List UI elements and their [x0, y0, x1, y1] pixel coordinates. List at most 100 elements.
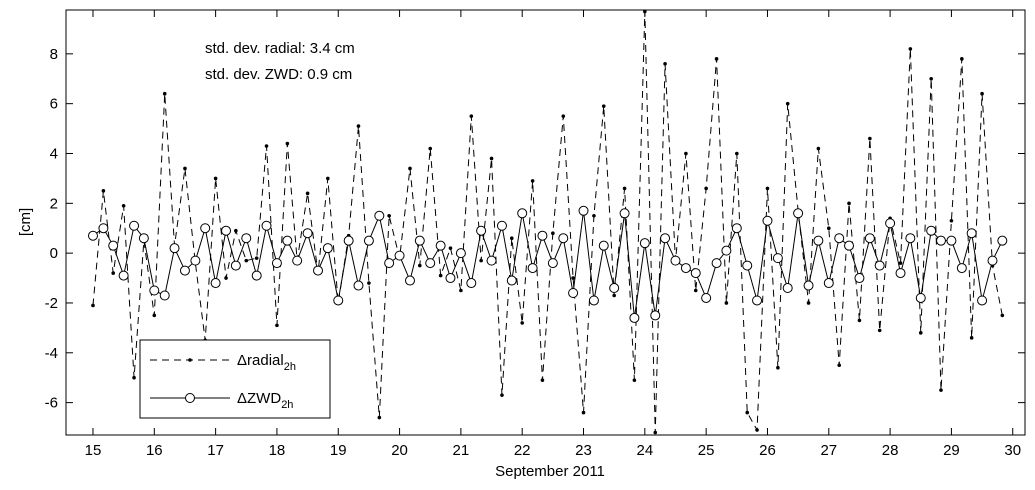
point [213, 176, 218, 181]
point [404, 275, 415, 286]
point [578, 205, 589, 216]
data-layer [87, 10, 1008, 435]
point [926, 225, 937, 236]
point [333, 295, 344, 306]
point [91, 303, 95, 308]
point [864, 233, 875, 244]
point [908, 47, 913, 51]
point [847, 201, 851, 206]
point [469, 114, 474, 118]
point [179, 265, 190, 276]
point [969, 336, 974, 340]
point [394, 250, 405, 261]
legend-name: Δradial [237, 352, 284, 369]
point [377, 415, 382, 420]
point [292, 255, 303, 266]
point [772, 253, 783, 264]
point [435, 240, 446, 251]
point [765, 186, 770, 191]
point [101, 189, 106, 193]
point [834, 233, 845, 244]
annotation: std. dev. ZWD: 0.9 cm [205, 66, 352, 83]
point [509, 236, 514, 240]
legend-box [139, 339, 331, 419]
point [374, 210, 385, 221]
point [956, 263, 967, 274]
point [977, 295, 988, 306]
point [857, 318, 862, 323]
point [234, 228, 238, 233]
point [588, 295, 599, 306]
point [731, 223, 742, 234]
x-tick-label: 26 [759, 442, 776, 459]
point [793, 208, 804, 219]
point [520, 321, 524, 325]
point [598, 240, 609, 251]
x-tick-label: 19 [330, 442, 347, 459]
point [816, 146, 821, 151]
point [356, 124, 361, 128]
legend-subscript: 2h [284, 361, 296, 373]
x-tick-label: 20 [391, 442, 408, 459]
legend-marker [185, 393, 195, 403]
point [581, 410, 586, 415]
point [837, 363, 842, 368]
point [935, 235, 946, 246]
point [261, 220, 272, 231]
x-tick-label: 28 [882, 442, 899, 459]
y-tick-label: -2 [45, 295, 58, 312]
point [489, 156, 494, 161]
y-tick-label: 2 [50, 195, 58, 212]
point [742, 260, 753, 271]
point [132, 375, 136, 380]
point [353, 280, 364, 291]
point [384, 258, 395, 269]
point [660, 233, 671, 244]
point [561, 114, 566, 118]
x-tick-label: 30 [1004, 442, 1021, 459]
point [701, 292, 712, 303]
x-axis-label: September 2011 [495, 463, 605, 480]
point [803, 280, 814, 291]
point [129, 220, 140, 231]
point [745, 410, 750, 415]
point [517, 208, 528, 219]
point [721, 245, 732, 256]
point [868, 136, 872, 141]
x-tick-label: 21 [453, 442, 470, 459]
y-tick-label: -4 [45, 345, 58, 362]
point [670, 255, 681, 266]
point [530, 179, 535, 183]
point [425, 258, 436, 269]
point [915, 292, 926, 303]
point [445, 273, 456, 284]
point [87, 230, 98, 241]
point [704, 186, 708, 191]
point [629, 312, 640, 323]
point [466, 278, 477, 289]
point [486, 255, 497, 266]
point [282, 235, 293, 246]
point [1000, 313, 1005, 318]
y-tick-label: 0 [50, 245, 58, 262]
point [680, 263, 691, 274]
x-tick-label: 17 [207, 442, 224, 459]
point [221, 225, 232, 236]
point [387, 213, 391, 218]
y-tick-label: 6 [50, 96, 58, 113]
point [271, 258, 282, 269]
point [363, 235, 374, 246]
point [571, 276, 575, 280]
point [476, 225, 487, 236]
point [162, 91, 167, 96]
point [987, 255, 998, 266]
point [619, 208, 630, 219]
point [241, 233, 252, 244]
point [653, 430, 658, 435]
point [121, 204, 126, 208]
point [813, 235, 824, 246]
point [183, 166, 187, 171]
point [159, 290, 170, 301]
point [118, 270, 129, 281]
